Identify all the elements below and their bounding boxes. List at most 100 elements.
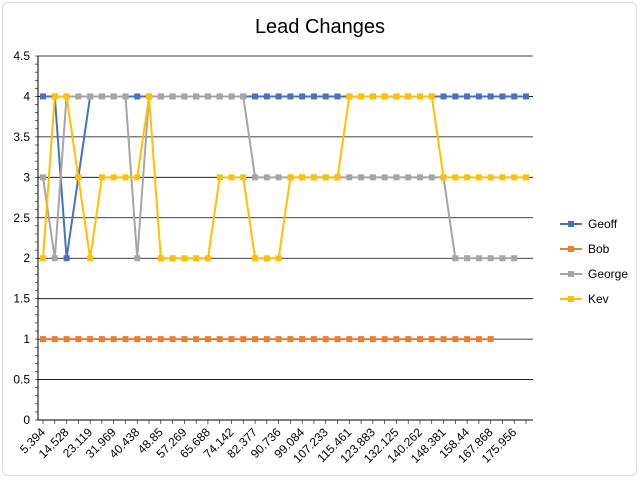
data-point [346,93,353,100]
data-point [287,174,294,181]
data-point [134,255,141,262]
data-point [405,93,412,100]
data-point [416,336,423,343]
data-point [393,336,400,343]
data-point [51,93,58,100]
data-point [299,93,306,100]
data-point [275,336,282,343]
data-point [310,336,317,343]
data-point [98,93,105,100]
y-tick-label: 2.5 [13,211,30,225]
data-point [63,255,70,262]
data-point [464,255,471,262]
legend-label: George [588,267,628,281]
data-point [416,174,423,181]
data-point [193,336,200,343]
data-point [110,174,117,181]
data-point [157,93,164,100]
data-point [252,336,259,343]
data-point [440,336,447,343]
data-point [358,93,365,100]
series-kev [40,93,529,262]
data-point [440,93,447,100]
data-point [204,336,211,343]
data-point [393,174,400,181]
data-point [487,93,494,100]
chart-title: Lead Changes [255,16,385,38]
data-point [40,174,46,181]
data-point [263,255,270,262]
data-point [452,174,459,181]
series-layer [40,93,529,343]
data-point [40,255,46,262]
data-point [169,255,176,262]
data-point [322,336,329,343]
data-point [228,93,235,100]
data-point [157,255,164,262]
data-point [428,336,435,343]
data-point [322,93,329,100]
data-point [193,255,200,262]
data-point [63,93,70,100]
y-tick-label: 0 [23,413,30,427]
legend-marker [568,246,574,252]
data-point [452,336,459,343]
data-point [487,174,494,181]
data-point [287,336,294,343]
data-point [75,93,82,100]
data-point [487,255,494,262]
data-point [169,336,176,343]
data-point [393,93,400,100]
data-point [263,93,270,100]
data-point [310,174,317,181]
data-point [511,93,518,100]
y-tick-label: 4.5 [13,49,30,63]
data-point [228,174,235,181]
data-point [334,174,341,181]
data-point [405,174,412,181]
data-point [499,255,506,262]
data-point [193,93,200,100]
data-point [98,174,105,181]
legend-label: Kev [588,292,609,306]
data-point [369,93,376,100]
data-point [122,336,129,343]
y-tick-label: 3.5 [13,130,30,144]
data-point [310,93,317,100]
data-point [146,336,153,343]
data-point [51,255,58,262]
data-point [134,336,141,343]
data-point [87,336,94,343]
data-point [240,336,247,343]
data-point [40,93,46,100]
data-point [181,255,188,262]
data-point [358,174,365,181]
legend-label: Geoff [588,217,618,231]
y-tick-label: 1 [23,332,30,346]
legend-marker [568,296,574,302]
data-point [487,336,494,343]
legend-marker [568,271,574,277]
data-point [381,93,388,100]
data-point [181,93,188,100]
data-point [346,174,353,181]
data-point [452,93,459,100]
data-point [87,255,94,262]
data-point [452,255,459,262]
data-point [334,336,341,343]
data-point [240,93,247,100]
data-point [322,174,329,181]
data-point [475,255,482,262]
data-point [263,336,270,343]
data-point [464,93,471,100]
data-point [263,174,270,181]
data-point [358,336,365,343]
data-point [275,255,282,262]
data-point [216,93,223,100]
series-bob [40,336,494,343]
data-point [240,174,247,181]
data-point [369,336,376,343]
data-point [499,174,506,181]
data-point [252,255,259,262]
